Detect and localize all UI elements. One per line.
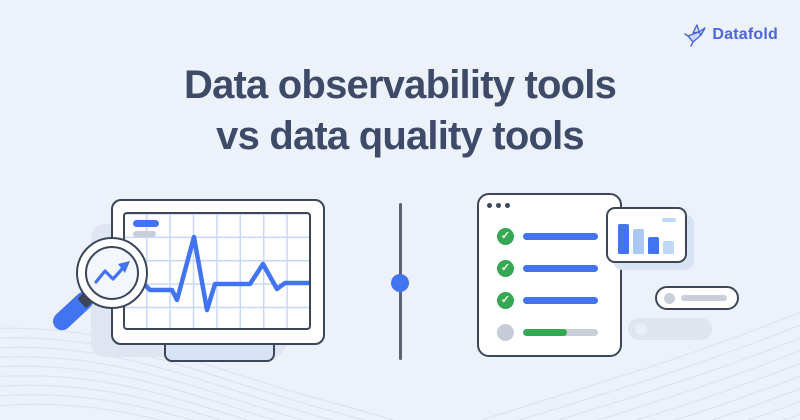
- datafold-logo: Datafold: [684, 23, 778, 47]
- check-circle-icon: ✓: [497, 228, 514, 245]
- logo-wordmark: Datafold: [712, 26, 778, 43]
- screen-header-bar-blue: [133, 220, 159, 227]
- ekg-polyline: [125, 234, 309, 313]
- window-dot: [487, 203, 492, 208]
- chart-legend-dash: [662, 218, 676, 222]
- magnifier-lens: [85, 246, 139, 300]
- check-icon: ✓: [500, 294, 511, 306]
- trend-zigzag: [94, 266, 125, 284]
- checklist-item-bar: [523, 265, 598, 272]
- toggle-label-bar: [681, 295, 727, 301]
- trend-arrow-icon: [94, 261, 130, 284]
- window-dot: [496, 203, 501, 208]
- screen-header-bar-gray: [133, 231, 156, 237]
- title-line-1: Data observability tools: [183, 63, 617, 107]
- progress-track: [523, 329, 598, 336]
- mini-bar: [618, 224, 629, 254]
- datafold-bird-icon: [684, 24, 707, 47]
- window-dots: [487, 203, 510, 208]
- check-circle-icon: ✓: [497, 260, 514, 277]
- progress-fill: [523, 329, 567, 336]
- pending-circle-icon: [497, 324, 514, 341]
- page-title: Data observability tools vs data quality…: [0, 60, 800, 162]
- ghost-knob: [635, 323, 647, 335]
- mini-bar: [663, 241, 674, 254]
- checklist-row: ✓: [497, 292, 607, 309]
- checklist-item-bar: [523, 233, 598, 240]
- checklist-row: ✓: [497, 260, 607, 277]
- check-circle-icon: ✓: [497, 292, 514, 309]
- checklist-row: ✓: [497, 228, 607, 245]
- toggle-knob: [664, 292, 675, 304]
- mini-bar-group: [618, 224, 674, 254]
- ghost-toggle-pill: [628, 318, 712, 340]
- mini-bar: [633, 229, 644, 254]
- heartbeat-line-chart: [125, 234, 309, 313]
- trend-arrowhead: [118, 261, 130, 273]
- mini-bar: [648, 236, 659, 254]
- check-icon: ✓: [500, 230, 511, 242]
- checklist-item-bar: [523, 297, 598, 304]
- vs-divider-dot: [391, 274, 409, 292]
- title-line-2: vs data quality tools: [216, 114, 585, 158]
- window-dot: [505, 203, 510, 208]
- checklist-row: [497, 324, 607, 341]
- check-icon: ✓: [500, 262, 511, 274]
- toggle-pill: [655, 286, 739, 310]
- mini-bar-chart-card: [606, 207, 687, 263]
